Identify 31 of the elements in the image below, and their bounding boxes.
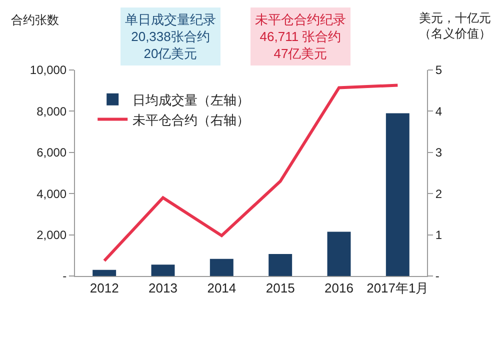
- y-tick-label: 4,000: [36, 186, 67, 201]
- bar: [210, 258, 234, 276]
- x-tick-label: 2013: [148, 280, 178, 296]
- bar: [268, 254, 292, 276]
- y2-tick-label: 1: [435, 228, 442, 242]
- bar: [386, 113, 410, 276]
- y-axis-title: 合约张数: [11, 13, 59, 27]
- y2-tick-label: 4: [435, 104, 442, 118]
- y2-tick-label: 5: [435, 63, 442, 78]
- y2-axis-title: 美元，十亿元（名义价值）: [419, 11, 491, 41]
- x-tick-label: 2016: [324, 280, 354, 296]
- x-tick-label: 2015: [266, 280, 295, 296]
- y2-tick-label: 2: [435, 186, 442, 201]
- y-tick-label: 6,000: [36, 146, 67, 160]
- y-tick-label: -: [62, 269, 67, 284]
- x-tick-label: 2012: [90, 280, 119, 296]
- y2-tick-label: 3: [435, 146, 442, 160]
- text: 未平仓合约纪录 46,711 张合约 47亿美元: [255, 12, 346, 61]
- y-tick-label: 8,000: [36, 104, 67, 118]
- y-tick-label: 10,000: [30, 63, 67, 78]
- x-tick-label: 2014: [207, 280, 236, 296]
- y-tick-label: 2,000: [36, 228, 67, 242]
- line-series: [102, 84, 400, 262]
- bar: [327, 232, 351, 276]
- x-tick-label: 2017年1月: [366, 280, 429, 296]
- text: 单日成交量纪录 20,338张合约 20亿美元: [125, 12, 216, 61]
- bar: [92, 270, 116, 276]
- bar: [151, 264, 175, 276]
- y2-tick-label: -: [435, 269, 440, 284]
- legend-label: 日均成交量（左轴）: [132, 92, 250, 108]
- legend-label: 未平仓合约（右轴）: [132, 112, 250, 128]
